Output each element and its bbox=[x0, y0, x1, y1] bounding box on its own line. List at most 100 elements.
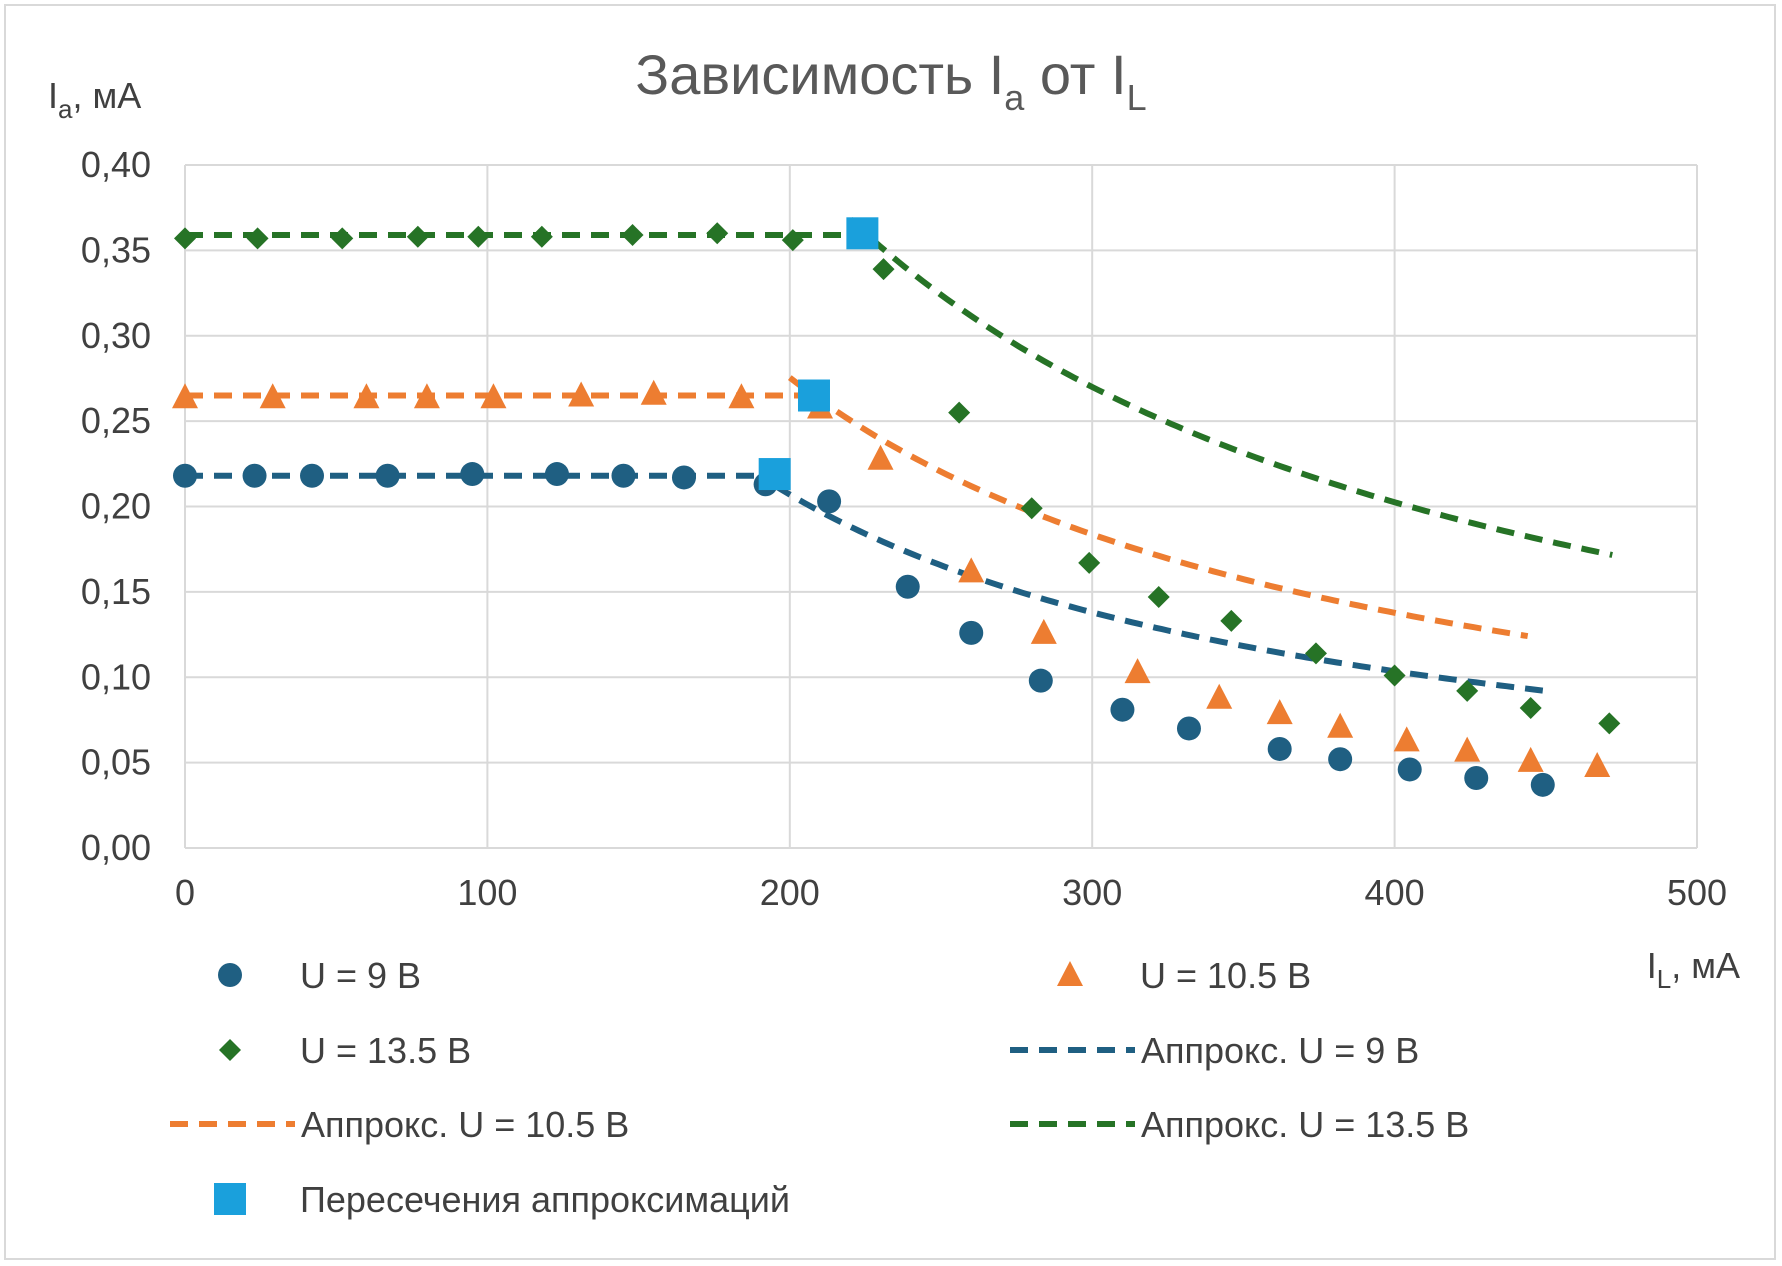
data-point bbox=[1147, 585, 1170, 608]
data-point bbox=[300, 463, 325, 488]
legend-marker bbox=[1057, 961, 1083, 986]
x-tick-label: 300 bbox=[1062, 872, 1122, 913]
x-tick-label: 0 bbox=[175, 872, 195, 913]
y-tick-label: 0,00 bbox=[81, 827, 151, 868]
data-point bbox=[1124, 658, 1151, 684]
data-point bbox=[467, 225, 490, 248]
approx-line-curve bbox=[787, 375, 1529, 640]
data-point bbox=[173, 463, 197, 488]
data-point bbox=[1464, 765, 1489, 790]
data-point bbox=[948, 401, 971, 424]
data-point bbox=[1030, 618, 1057, 644]
approx-line-curve bbox=[773, 482, 1544, 694]
tick-labels: 0,00 0,05 0,10 0,15 0,20 0,25 0,30 0,35 0,40 0 100… bbox=[81, 144, 1727, 913]
legend-marker bbox=[219, 1039, 241, 1061]
y-tick-label: 0,10 bbox=[81, 656, 151, 697]
data-point bbox=[1206, 683, 1233, 709]
data-point bbox=[895, 574, 920, 599]
data-point bbox=[530, 225, 553, 248]
data-point bbox=[353, 383, 380, 409]
data-point bbox=[259, 383, 286, 409]
legend-label: U = 9 В bbox=[300, 955, 421, 996]
legend-label: Аппрокс. U = 10.5 В bbox=[301, 1104, 629, 1145]
data-point bbox=[1028, 668, 1053, 693]
data-point bbox=[1598, 712, 1621, 735]
data-markers bbox=[172, 217, 1621, 797]
data-point bbox=[1078, 551, 1101, 574]
legend-label: U = 13.5 В bbox=[300, 1030, 471, 1071]
data-point bbox=[781, 229, 804, 252]
data-point bbox=[611, 463, 636, 488]
data-point bbox=[242, 463, 267, 488]
data-point bbox=[959, 620, 984, 645]
legend-label: U = 10.5 В bbox=[1140, 955, 1311, 996]
data-point bbox=[640, 379, 667, 405]
data-point bbox=[172, 383, 198, 409]
data-point bbox=[706, 222, 729, 245]
y-axis-label: Ia, мА bbox=[48, 75, 141, 124]
legend-label: Аппрокс. U = 13.5 В bbox=[1141, 1104, 1469, 1145]
chart-title: Зависимость Ia от IL bbox=[635, 43, 1146, 118]
data-point bbox=[375, 463, 400, 488]
chart-frame bbox=[4, 4, 1776, 1260]
approx-line-curve bbox=[848, 217, 1613, 558]
data-point bbox=[1020, 497, 1043, 520]
y-tick-label: 0,40 bbox=[81, 144, 151, 185]
data-point bbox=[758, 458, 791, 491]
data-point bbox=[1454, 736, 1481, 762]
data-point bbox=[817, 489, 842, 514]
y-tick-label: 0,20 bbox=[81, 486, 151, 527]
y-tick-label: 0,30 bbox=[81, 315, 151, 356]
data-point bbox=[1220, 609, 1243, 632]
data-point bbox=[1530, 772, 1555, 797]
y-tick-label: 0,05 bbox=[81, 742, 151, 783]
approximation-lines bbox=[185, 217, 1613, 694]
data-point bbox=[568, 381, 595, 407]
y-tick-label: 0,25 bbox=[81, 400, 151, 441]
data-point bbox=[460, 462, 485, 487]
data-point bbox=[867, 444, 894, 470]
legend-marker bbox=[214, 1183, 246, 1215]
data-point bbox=[1327, 712, 1354, 738]
data-point bbox=[406, 225, 429, 248]
data-point bbox=[1110, 697, 1135, 722]
data-point bbox=[1584, 752, 1611, 778]
data-point bbox=[1517, 746, 1544, 772]
x-tick-label: 500 bbox=[1667, 872, 1727, 913]
data-point bbox=[331, 227, 354, 250]
data-point bbox=[958, 557, 985, 583]
data-point bbox=[671, 465, 696, 490]
data-point bbox=[1328, 747, 1353, 772]
data-point bbox=[1304, 642, 1327, 665]
data-point bbox=[1519, 696, 1542, 719]
x-tick-label: 200 bbox=[760, 872, 820, 913]
legend-label: Пересечения аппроксимаций bbox=[300, 1179, 790, 1220]
data-point bbox=[480, 383, 507, 409]
data-point bbox=[544, 462, 569, 487]
data-point bbox=[174, 227, 196, 250]
data-point bbox=[1393, 726, 1420, 752]
data-point bbox=[1383, 664, 1406, 687]
data-point bbox=[1456, 679, 1479, 702]
data-point bbox=[621, 224, 644, 247]
x-axis-label: IL, мА bbox=[1647, 945, 1740, 994]
data-point bbox=[728, 383, 755, 409]
x-tick-label: 100 bbox=[457, 872, 517, 913]
legend-marker bbox=[218, 963, 242, 987]
data-point bbox=[1397, 757, 1422, 782]
data-point bbox=[1267, 736, 1292, 761]
legend: U = 9 В U = 10.5 В U = 13.5 В Аппрокс. U = … bbox=[170, 955, 1469, 1220]
data-point bbox=[1176, 716, 1201, 741]
data-point bbox=[846, 217, 879, 250]
data-point bbox=[246, 227, 269, 250]
x-tick-label: 400 bbox=[1365, 872, 1425, 913]
data-point bbox=[1266, 699, 1293, 725]
data-point bbox=[872, 258, 895, 281]
legend-label: Аппрокс. U = 9 В bbox=[1141, 1030, 1419, 1071]
y-tick-label: 0,15 bbox=[81, 571, 151, 612]
grid bbox=[184, 164, 1698, 849]
data-point bbox=[797, 379, 830, 412]
data-point bbox=[413, 383, 440, 409]
y-tick-label: 0,35 bbox=[81, 229, 151, 270]
